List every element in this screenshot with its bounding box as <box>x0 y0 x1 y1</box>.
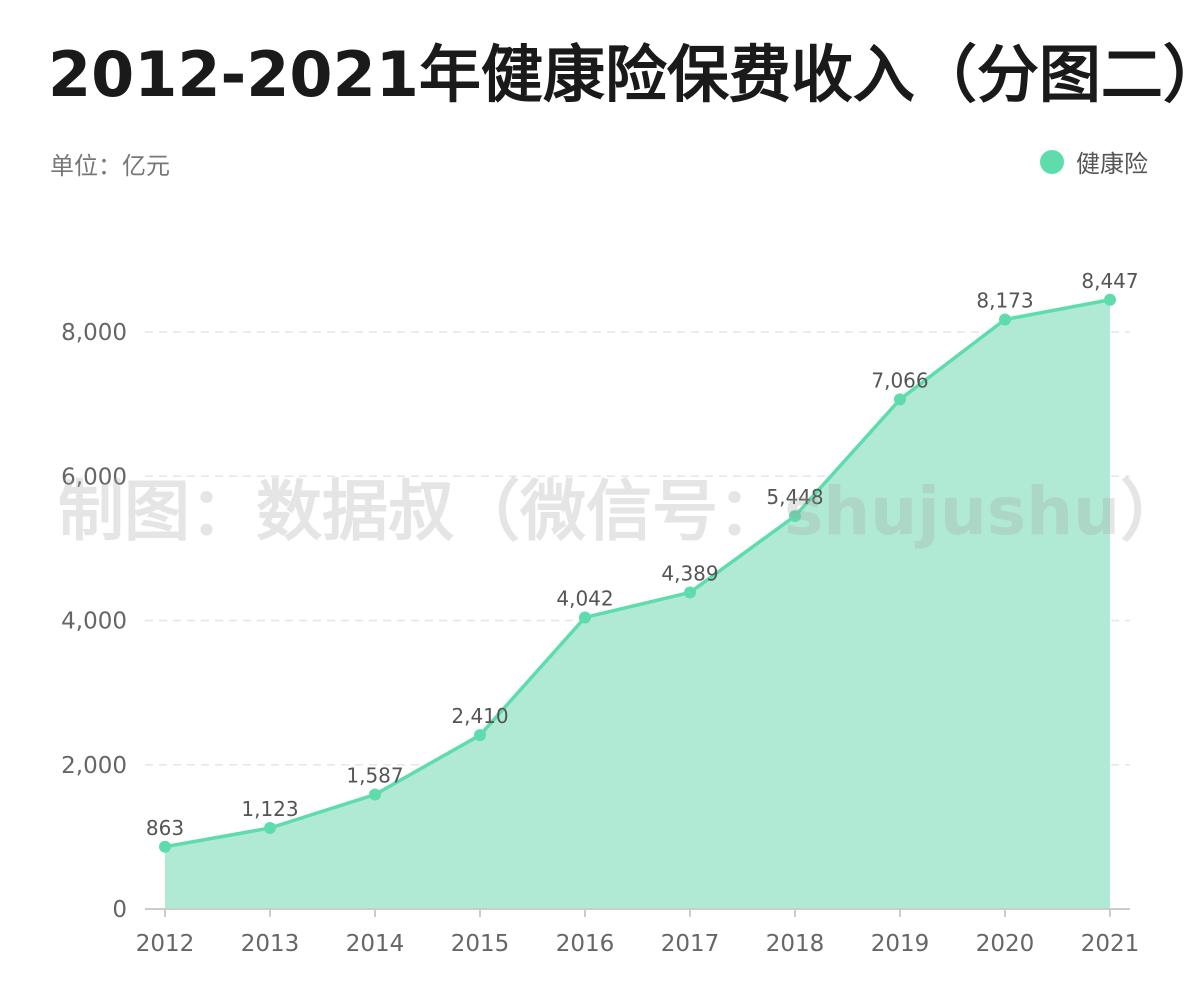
data-label: 2,410 <box>451 704 508 728</box>
data-point <box>369 788 381 801</box>
data-point <box>684 586 696 599</box>
data-label: 8,173 <box>976 289 1033 313</box>
legend-marker <box>1040 149 1064 174</box>
x-tick-label: 2021 <box>1081 931 1140 957</box>
x-tick-label: 2016 <box>556 931 615 957</box>
unit-label: 单位：亿元 <box>50 152 170 180</box>
y-tick-label: 4,000 <box>61 609 127 635</box>
data-label: 5,448 <box>766 485 823 509</box>
series-line-group <box>164 298 1111 849</box>
chart-title: 2012-2021年健康险保费收入（分图二） <box>48 38 1200 111</box>
area-fill-group <box>165 299 1110 909</box>
data-label: 1,123 <box>241 797 298 821</box>
data-label: 4,042 <box>556 586 613 610</box>
data-point <box>1104 293 1116 306</box>
x-axis <box>145 908 1130 917</box>
legend: 健康险 <box>1040 144 1148 179</box>
x-tick-label: 2014 <box>346 931 405 957</box>
y-tick-label: 8,000 <box>61 320 127 346</box>
y-tick-label: 2,000 <box>61 753 127 779</box>
data-point <box>579 611 591 624</box>
x-tick-label: 2013 <box>241 931 300 957</box>
y-tick-label: 6,000 <box>61 464 127 490</box>
x-tick-label: 2020 <box>976 931 1035 957</box>
area-fill <box>165 299 1110 909</box>
data-label: 8,447 <box>1081 269 1138 293</box>
y-axis-ticks: 0 2,000 4,000 6,000 8,000 <box>61 320 127 923</box>
data-point <box>159 840 171 853</box>
data-point <box>474 729 486 742</box>
x-tick-label: 2015 <box>451 931 510 957</box>
series-line <box>164 298 1111 849</box>
legend-label: 健康险 <box>1076 150 1148 178</box>
data-points <box>159 293 1116 853</box>
data-labels: 863 1,123 1,587 2,410 4,042 4,389 5,448 7,066 8,… <box>146 269 1139 840</box>
data-point <box>894 393 906 406</box>
data-label: 7,066 <box>871 368 928 392</box>
y-tick-label: 0 <box>112 897 127 923</box>
data-label: 1,587 <box>346 764 403 788</box>
x-tick-label: 2018 <box>766 931 825 957</box>
x-tick-label: 2012 <box>136 931 195 957</box>
data-point <box>789 510 801 523</box>
data-label: 4,389 <box>661 561 718 585</box>
x-tick-label: 2019 <box>871 931 930 957</box>
x-axis-ticks: 2012 2013 2014 2015 2016 2017 2018 2019 2020 2021 <box>136 931 1140 957</box>
data-label: 863 <box>146 816 184 840</box>
data-point <box>264 822 276 835</box>
x-tick-label: 2017 <box>661 931 720 957</box>
data-point <box>999 313 1011 326</box>
